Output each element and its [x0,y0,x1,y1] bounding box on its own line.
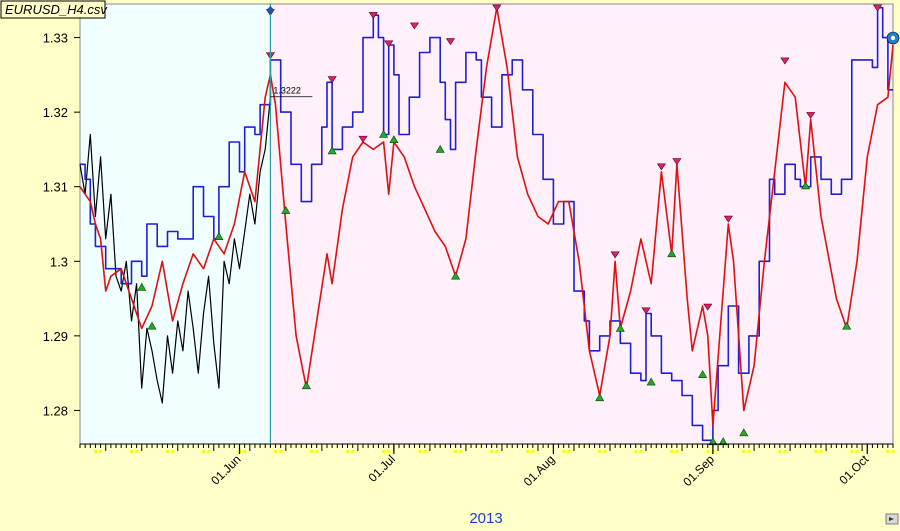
trough-marker-icon [379,129,389,138]
weekend-marker [567,450,571,453]
trough-marker-icon [281,205,291,214]
chart-title: EURUSD_H4.csv [5,2,108,17]
weekend-marker [279,450,283,453]
weekend-marker [855,450,859,453]
weekend-marker [243,450,247,453]
peak-marker-icon [445,38,456,46]
weekend-marker [207,450,211,453]
y-tick-label: 1.31 [43,180,68,195]
trough-marker-icon [842,321,852,330]
weekend-marker [562,450,566,453]
x-axis-year-label: 2013 [469,510,502,526]
trough-marker-icon [595,393,605,402]
weekend-marker [171,450,175,453]
weekend-marker [129,450,133,453]
title-box [0,0,106,19]
weekend-marker [310,450,314,453]
peak-marker-icon [358,135,368,143]
trough-marker-icon [615,323,625,332]
peak-marker-icon [327,76,337,84]
weekend-marker [382,450,386,453]
weekend-marker [490,450,494,453]
settings-gear-icon[interactable] [886,31,900,45]
weekend-marker [742,450,746,453]
trough-marker-icon [667,249,677,258]
trough-marker-icon [214,232,224,240]
weekend-marker [315,450,319,453]
weekend-marker [93,450,97,453]
y-tick-label: 1.29 [43,329,68,344]
trough-marker-icon [301,381,311,390]
trough-marker-icon [698,370,708,378]
history-region [80,4,271,444]
peak-marker-icon [368,12,378,19]
peak-marker-icon [873,4,883,12]
series-line-blue [80,6,893,442]
weekend-marker [423,450,427,453]
y-tick-label: 1.33 [43,31,68,46]
peak-marker-icon [610,251,620,259]
trough-marker-icon [147,321,157,330]
weekend-marker [603,450,607,453]
weekend-marker [814,450,818,453]
weekend-marker [201,450,205,453]
peak-marker-icon [656,163,667,171]
trough-marker-icon [389,135,399,144]
trough-marker-icon [801,181,811,190]
weekend-marker [706,450,710,453]
weekend-marker [459,450,463,453]
y-tick-label: 1.28 [43,403,68,418]
weekend-marker [351,450,355,453]
weekend-marker [454,450,458,453]
trough-marker-icon [435,144,445,153]
weekend-marker [346,450,350,453]
peak-marker-icon [780,57,790,65]
weekend-marker [778,450,782,453]
trough-marker-icon [739,428,749,437]
weekend-marker [747,450,751,453]
peak-marker-icon [806,112,816,119]
weekend-marker [670,450,674,453]
trough-marker-icon [646,377,656,386]
peak-marker-icon [384,40,394,48]
weekend-marker [274,450,278,453]
price-marker-label: 1.3222 [273,86,301,96]
peak-marker-icon [672,158,682,166]
trough-marker-icon [137,282,147,291]
weekend-marker [526,450,530,453]
weekend-marker [850,450,854,453]
trough-marker-icon [327,146,337,155]
weekend-marker [675,450,679,453]
peak-marker-icon [641,307,651,315]
weekend-marker [418,450,422,453]
y-tick-label: 1.3 [50,254,68,269]
weekend-marker [495,450,499,453]
weekend-marker [886,450,890,453]
peak-marker-icon [409,22,420,30]
split-handle-icon[interactable] [266,6,275,14]
weekend-marker [99,450,103,453]
trough-marker-icon [451,271,461,280]
weekend-marker [634,450,638,453]
weekend-marker [531,450,535,453]
peak-marker-icon [703,303,713,311]
weekend-marker [639,450,643,453]
weekend-marker [387,450,391,453]
y-tick-label: 1.32 [43,105,68,120]
weekend-marker [819,450,823,453]
weekend-marker [598,450,602,453]
series-line-red [79,6,894,427]
weekend-marker [891,450,895,453]
scroll-end-icon[interactable] [885,513,899,525]
weekend-marker [165,450,169,453]
weekend-marker [783,450,787,453]
peak-marker-icon [492,4,502,12]
series-line-price [79,97,271,404]
weekend-marker [135,450,139,453]
forecast-region [270,4,893,444]
peak-marker-icon [723,215,733,223]
